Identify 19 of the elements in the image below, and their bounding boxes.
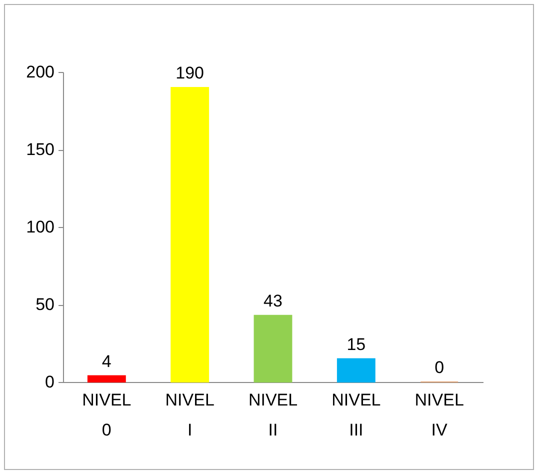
- y-tick-label: 150: [26, 140, 54, 159]
- data-label: 43: [264, 291, 282, 310]
- y-tick-label: 100: [26, 218, 54, 236]
- bar: [170, 87, 210, 382]
- data-label: 15: [346, 334, 366, 354]
- bar: [87, 375, 126, 382]
- x-tick-label: NIVEL III: [332, 390, 381, 440]
- x-tick-label: NIVEL II: [248, 390, 298, 440]
- y-tick-label: 200: [26, 62, 54, 82]
- data-label: 4: [102, 352, 112, 371]
- x-tick-label: NIVEL 0: [82, 390, 132, 440]
- y-tick-label: 50: [36, 295, 54, 314]
- bar: [336, 358, 376, 382]
- data-label: 190: [176, 64, 204, 82]
- x-tick-label: NIVEL I: [165, 390, 214, 440]
- bar: [254, 314, 292, 382]
- data-label: 0: [434, 358, 444, 377]
- x-tick-label: NIVEL IV: [414, 390, 464, 440]
- y-tick-label: 0: [45, 372, 54, 392]
